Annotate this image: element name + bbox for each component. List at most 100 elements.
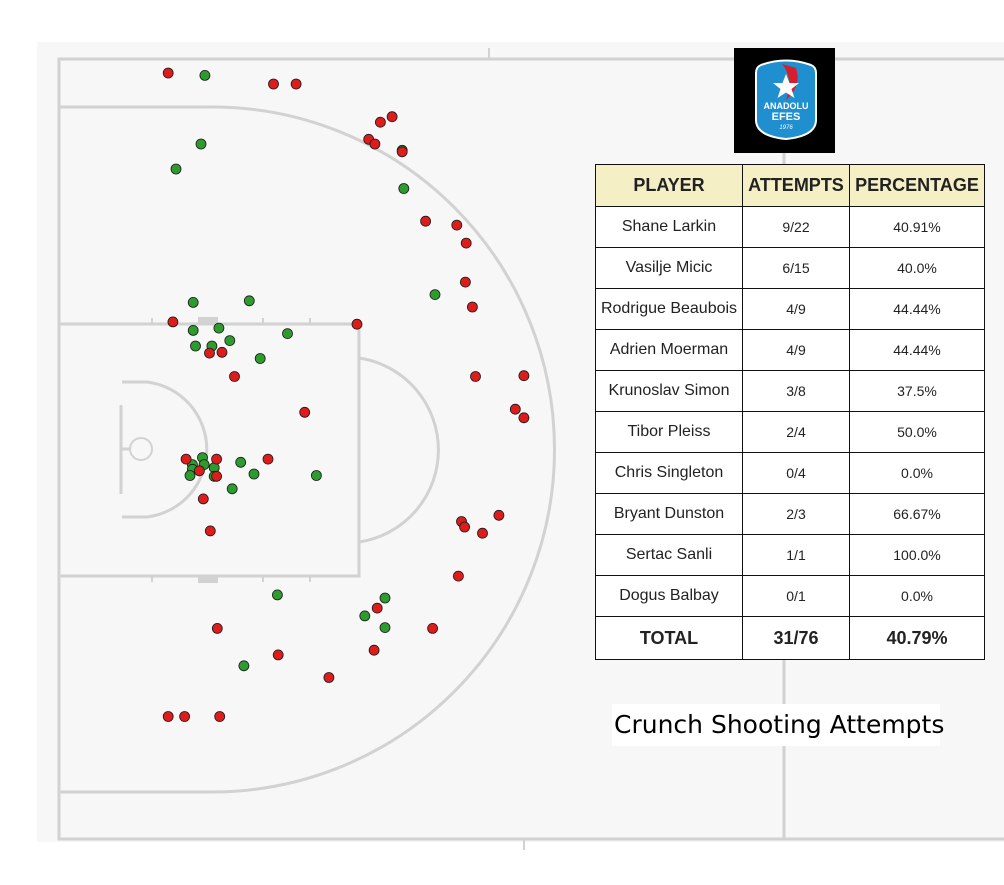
missed-shot-marker [204, 525, 216, 537]
player-percentage: 50.0% [849, 411, 985, 453]
missed-shot-marker [451, 219, 463, 231]
made-shot-marker [226, 483, 238, 495]
missed-shot-marker [268, 78, 279, 90]
table-row: Vasilje Micic 6/15 40.0% [595, 247, 985, 289]
missed-shot-marker [459, 276, 471, 288]
player-attempts: 6/15 [742, 247, 850, 289]
missed-shot-marker [374, 116, 386, 128]
made-shot-marker [359, 610, 371, 622]
missed-shot-marker [477, 527, 488, 539]
player-percentage: 44.44% [849, 329, 985, 371]
player-name: Tibor Pleiss [595, 411, 743, 453]
rim [129, 437, 153, 461]
logo-line1: ANADOLU [764, 101, 809, 111]
player-percentage: 66.67% [849, 493, 985, 535]
missed-shot-marker [214, 711, 226, 722]
made-shot-marker [199, 70, 211, 81]
missed-shot-marker [167, 316, 179, 328]
missed-shot-marker [180, 453, 192, 465]
made-shot-marker [238, 660, 250, 672]
logo-line2: EFES [772, 111, 801, 123]
missed-shot-marker [211, 470, 223, 482]
total-row: TOTAL 31/76 40.79% [595, 616, 985, 660]
missed-shot-marker [470, 371, 481, 382]
made-shot-marker [398, 183, 410, 194]
player-name: Dogus Balbay [595, 575, 743, 617]
missed-shot-marker [427, 623, 439, 634]
player-attempts: 0/1 [742, 575, 850, 617]
player-percentage: 44.44% [849, 288, 985, 330]
missed-shot-marker [162, 711, 174, 722]
player-attempts: 0/4 [742, 452, 850, 494]
player-percentage: 0.0% [849, 452, 985, 494]
missed-shot-marker [459, 521, 471, 533]
missed-shot-marker [272, 649, 284, 661]
player-attempts: 4/9 [742, 329, 850, 371]
restricted-area [122, 380, 209, 519]
missed-shot-marker [466, 301, 478, 313]
player-percentage: 40.91% [849, 206, 985, 248]
missed-shot-marker [211, 453, 223, 465]
player-percentage: 40.0% [849, 247, 985, 289]
made-shot-marker [429, 289, 441, 301]
player-attempts: 2/3 [742, 493, 850, 535]
missed-shot-marker [216, 346, 228, 358]
missed-shot-marker [193, 465, 205, 477]
made-shot-marker [170, 163, 182, 175]
player-name: Bryant Dunston [595, 493, 743, 535]
logo-red-stripe [782, 64, 798, 100]
missed-shot-marker [179, 711, 191, 722]
missed-shot-marker [386, 111, 398, 123]
table-row: Adrien Moerman 4/9 44.44% [595, 329, 985, 371]
missed-shot-marker [493, 509, 505, 521]
made-shot-marker [379, 622, 391, 633]
shot-markers [162, 67, 530, 722]
table-row: Dogus Balbay 0/1 0.0% [595, 575, 985, 617]
missed-shot-marker [369, 138, 381, 150]
made-shot-marker [254, 353, 266, 364]
missed-shot-marker [368, 644, 380, 656]
player-attempts: 3/8 [742, 370, 850, 412]
table-header-row: PLAYER ATTEMPTS PERCENTAGE [595, 164, 985, 207]
made-shot-marker [195, 138, 207, 150]
logo-star-icon [773, 74, 799, 98]
table-row: Krunoslav Simon 3/8 37.5% [595, 370, 985, 412]
player-percentage: 100.0% [849, 534, 985, 576]
missed-shot-marker [162, 67, 174, 79]
player-percentage: 0.0% [849, 575, 985, 617]
lane-block [198, 317, 218, 324]
total-percentage: 40.79% [849, 616, 985, 660]
chart-title: Crunch Shooting Attempts [612, 704, 944, 746]
logo-shield [755, 59, 817, 141]
missed-shot-marker [211, 623, 223, 634]
made-shot-marker [224, 335, 236, 347]
player-name: Vasilje Micic [595, 247, 743, 289]
missed-shot-marker [509, 403, 521, 415]
made-shot-marker [235, 456, 247, 468]
player-attempts: 2/4 [742, 411, 850, 453]
made-shot-marker [379, 592, 391, 604]
player-attempts: 4/9 [742, 288, 850, 330]
missed-shot-marker [371, 602, 383, 614]
made-shot-marker [243, 295, 255, 307]
made-shot-marker [190, 340, 201, 352]
missed-shot-marker [229, 371, 240, 382]
made-shot-marker [282, 328, 293, 340]
table-row: Sertac Sanli 1/1 100.0% [595, 534, 985, 576]
player-name: Krunoslav Simon [595, 370, 743, 412]
total-label: TOTAL [595, 616, 743, 660]
missed-shot-marker [299, 406, 311, 418]
missed-shot-marker [452, 570, 464, 582]
missed-shot-marker [420, 215, 432, 227]
missed-shot-marker [396, 146, 408, 158]
missed-shot-marker [262, 453, 274, 465]
player-name: Rodrigue Beaubois [595, 288, 743, 330]
free-throw-circle [358, 356, 440, 544]
player-name: Adrien Moerman [595, 329, 743, 371]
made-shot-marker [187, 296, 199, 308]
made-shot-marker [213, 322, 225, 334]
made-shot-marker [248, 468, 260, 480]
player-stats-table: PLAYER ATTEMPTS PERCENTAGE Shane Larkin 9… [595, 164, 985, 660]
logo-year: 1976 [779, 125, 793, 131]
table-row: Bryant Dunston 2/3 66.67% [595, 493, 985, 535]
